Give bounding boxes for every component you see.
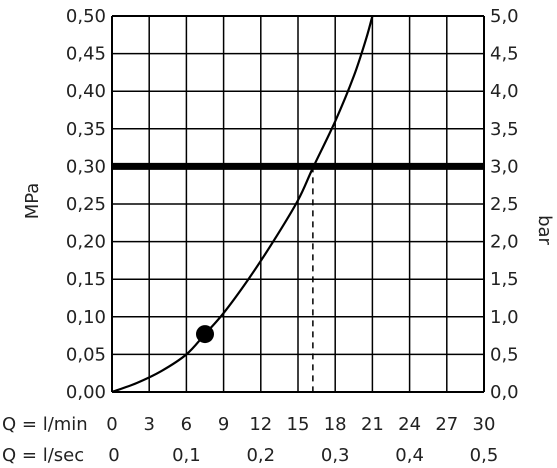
left-tick-label: 0,10 bbox=[66, 307, 106, 328]
x-lmin-tick-label: 0 bbox=[106, 414, 117, 435]
x-lmin-tick-label: 24 bbox=[398, 414, 421, 435]
right-tick-label: 5,0 bbox=[490, 6, 519, 27]
x-lmin-tick-label: 15 bbox=[287, 414, 310, 435]
marker-point bbox=[196, 325, 214, 344]
right-axis-label: bar bbox=[534, 215, 555, 245]
x-axis-lsec-ticks: 0 0,1 0,2 0,3 0,4 0,5 bbox=[108, 445, 498, 466]
right-tick-label: 2,5 bbox=[490, 194, 519, 215]
right-tick-label: 4,5 bbox=[490, 44, 519, 65]
right-tick-label: 4,0 bbox=[490, 81, 519, 102]
right-tick-label: 0,0 bbox=[490, 382, 519, 403]
right-tick-label: 3,5 bbox=[490, 119, 519, 140]
x-lmin-tick-label: 9 bbox=[218, 414, 229, 435]
left-tick-label: 0,40 bbox=[66, 81, 106, 102]
left-tick-label: 0,00 bbox=[66, 382, 106, 403]
x-lsec-tick-label: 0,2 bbox=[246, 445, 275, 466]
left-tick-label: 0,25 bbox=[66, 194, 106, 215]
left-axis-label: MPa bbox=[22, 183, 43, 220]
left-tick-label: 0,45 bbox=[66, 44, 106, 65]
x-lmin-tick-label: 3 bbox=[143, 414, 154, 435]
left-tick-label: 0,50 bbox=[66, 6, 106, 27]
x-axis-lsec-label: Q = l/sec bbox=[2, 445, 84, 466]
x-axis-lmin-ticks: 0 3 6 9 12 15 18 21 24 27 30 bbox=[106, 414, 495, 435]
right-tick-label: 2,0 bbox=[490, 232, 519, 253]
right-tick-label: 1,5 bbox=[490, 269, 519, 290]
left-tick-label: 0,30 bbox=[66, 156, 106, 177]
left-axis-ticks: 0,00 0,05 0,10 0,15 0,20 0,25 0,30 0,35 0,40 0,45… bbox=[66, 6, 106, 403]
left-tick-label: 0,20 bbox=[66, 232, 106, 253]
right-tick-label: 3,0 bbox=[490, 156, 519, 177]
x-lmin-tick-label: 27 bbox=[435, 414, 458, 435]
x-lmin-tick-label: 21 bbox=[361, 414, 384, 435]
right-tick-label: 0,5 bbox=[490, 344, 519, 365]
left-tick-label: 0,15 bbox=[66, 269, 106, 290]
chart-marks bbox=[111, 15, 484, 394]
x-lsec-tick-label: 0,1 bbox=[172, 445, 201, 466]
x-lmin-tick-label: 18 bbox=[324, 414, 347, 435]
right-tick-label: 1,0 bbox=[490, 307, 519, 328]
x-lsec-tick-label: 0,4 bbox=[395, 445, 424, 466]
left-tick-label: 0,35 bbox=[66, 119, 106, 140]
x-lmin-tick-label: 30 bbox=[473, 414, 496, 435]
left-tick-label: 0,05 bbox=[66, 344, 106, 365]
x-lmin-tick-label: 6 bbox=[181, 414, 192, 435]
grid bbox=[111, 15, 485, 393]
x-lsec-tick-label: 0,5 bbox=[470, 445, 499, 466]
x-axis-lmin-label: Q = l/min bbox=[2, 414, 88, 435]
right-axis-ticks: 0,0 0,5 1,0 1,5 2,0 2,5 3,0 3,5 4,0 4,5 5,0 bbox=[490, 6, 519, 403]
x-lsec-tick-label: 0,3 bbox=[321, 445, 350, 466]
x-lsec-tick-label: 0 bbox=[108, 445, 119, 466]
x-lmin-tick-label: 12 bbox=[249, 414, 272, 435]
flow-curve bbox=[111, 15, 374, 394]
